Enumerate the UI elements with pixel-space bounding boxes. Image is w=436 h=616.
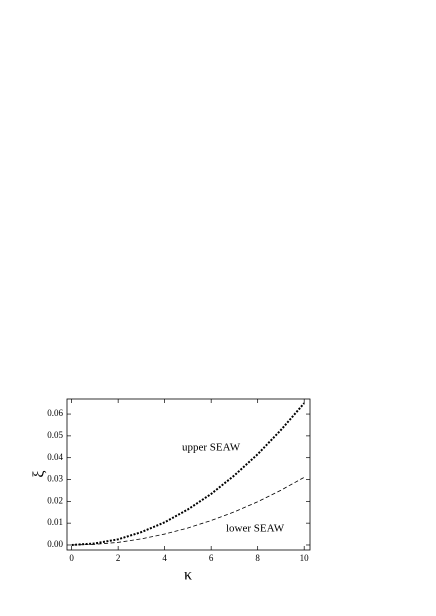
y-axis-label: ξ xyxy=(31,470,48,477)
x-tick-label: 2 xyxy=(116,553,121,563)
plot-frame xyxy=(66,398,311,551)
y-tick-label: 0.00 xyxy=(47,539,63,549)
x-tick-label: 8 xyxy=(255,553,260,563)
y-tick-label: 0.05 xyxy=(47,430,63,440)
x-tick-label: 4 xyxy=(162,553,167,563)
y-tick-label: 0.04 xyxy=(47,452,63,462)
y-tick-label: 0.01 xyxy=(47,517,63,527)
series-line xyxy=(71,476,305,546)
series-label: upper SEAW xyxy=(182,442,241,454)
series-label: lower SEAW xyxy=(226,523,285,535)
y-tick-label: 0.02 xyxy=(47,495,63,505)
x-tick-label: 10 xyxy=(300,553,310,563)
x-axis-label: κ xyxy=(184,567,192,584)
y-tick-label: 0.06 xyxy=(47,408,63,418)
y-tick-label: 0.03 xyxy=(47,474,63,484)
x-tick-label: 6 xyxy=(209,553,214,563)
x-tick-label: 0 xyxy=(69,553,74,563)
series-line xyxy=(71,402,305,546)
